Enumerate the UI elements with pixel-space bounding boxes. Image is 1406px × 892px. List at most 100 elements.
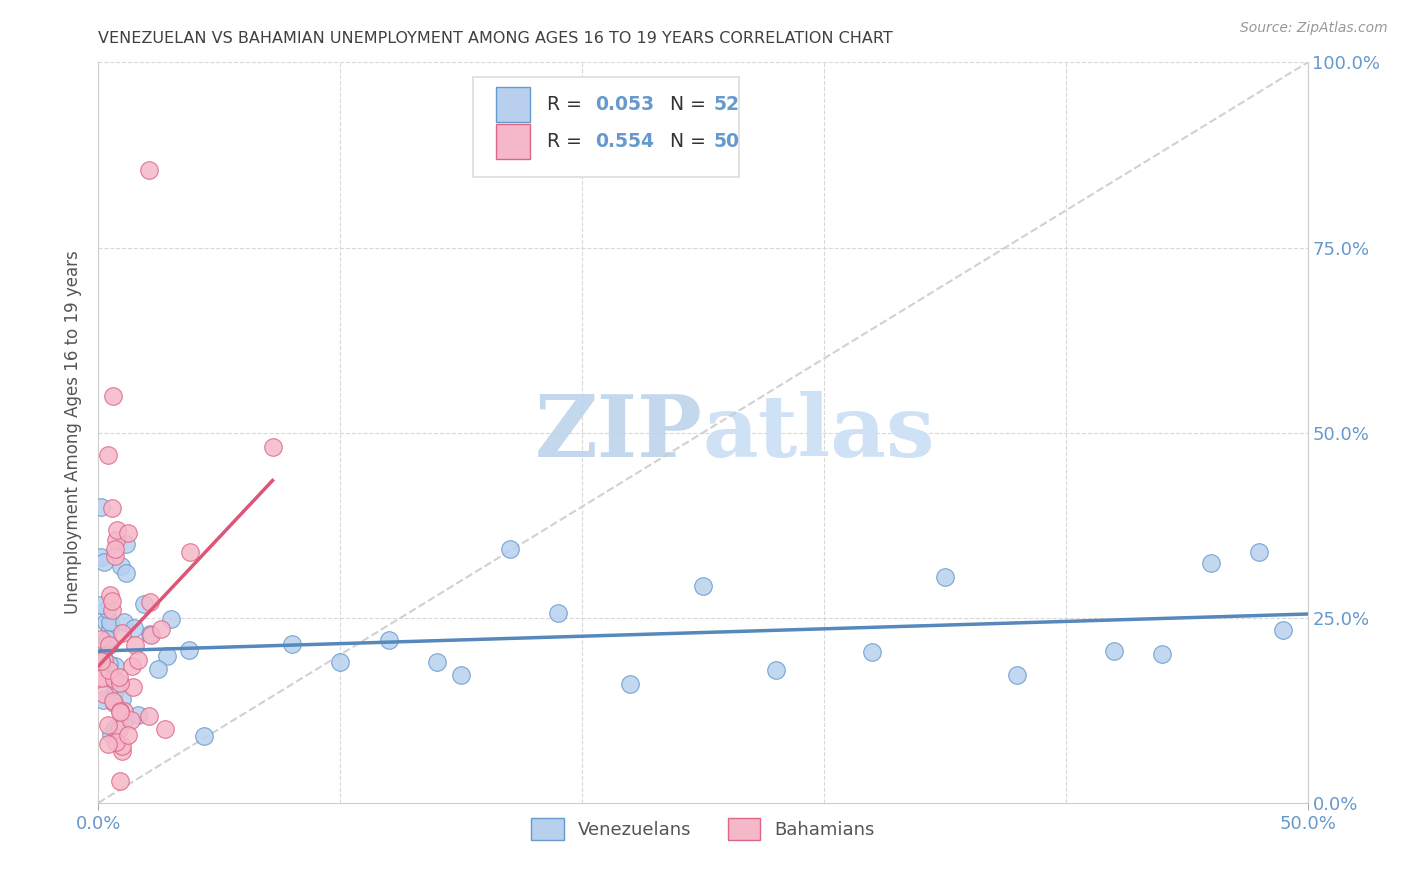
Point xyxy=(155,722,177,736)
Point xyxy=(138,162,160,177)
Point xyxy=(101,501,124,516)
Point xyxy=(426,655,449,669)
Point xyxy=(90,654,112,668)
Point xyxy=(112,615,135,629)
Point xyxy=(121,658,143,673)
Point xyxy=(179,545,201,559)
Point xyxy=(90,632,112,647)
Text: R =: R = xyxy=(547,132,588,151)
FancyBboxPatch shape xyxy=(496,87,530,122)
Point xyxy=(146,662,169,676)
Point xyxy=(103,672,125,686)
Point xyxy=(97,448,120,462)
Point xyxy=(98,621,121,635)
Point xyxy=(127,708,149,723)
Point xyxy=(90,500,112,514)
Point xyxy=(110,559,132,574)
Point xyxy=(111,739,134,754)
Point xyxy=(97,717,120,731)
Point xyxy=(122,621,145,635)
FancyBboxPatch shape xyxy=(474,78,740,178)
Point xyxy=(103,696,125,710)
Text: 52: 52 xyxy=(714,95,740,114)
Point xyxy=(193,729,215,743)
Y-axis label: Unemployment Among Ages 16 to 19 years: Unemployment Among Ages 16 to 19 years xyxy=(65,251,83,615)
Point xyxy=(1102,644,1125,658)
Text: ZIP: ZIP xyxy=(536,391,703,475)
Text: 50: 50 xyxy=(714,132,740,151)
Point xyxy=(90,549,112,564)
Point xyxy=(860,645,883,659)
Point xyxy=(105,735,128,749)
Point xyxy=(91,648,114,663)
Point xyxy=(281,637,304,651)
Point xyxy=(124,638,146,652)
Point xyxy=(1249,545,1271,559)
Point xyxy=(90,654,112,668)
Point xyxy=(262,441,284,455)
Text: VENEZUELAN VS BAHAMIAN UNEMPLOYMENT AMONG AGES 16 TO 19 YEARS CORRELATION CHART: VENEZUELAN VS BAHAMIAN UNEMPLOYMENT AMON… xyxy=(98,31,893,46)
Point xyxy=(97,664,120,678)
Point xyxy=(104,721,127,735)
Point xyxy=(111,744,134,758)
Point xyxy=(103,694,125,708)
Point xyxy=(139,628,162,642)
Text: atlas: atlas xyxy=(703,391,935,475)
Point xyxy=(100,603,122,617)
Point xyxy=(498,541,520,556)
Point xyxy=(93,555,115,569)
Point xyxy=(114,536,136,550)
Point xyxy=(98,615,121,629)
Text: Source: ZipAtlas.com: Source: ZipAtlas.com xyxy=(1240,21,1388,35)
Text: N =: N = xyxy=(658,132,711,151)
Point xyxy=(117,526,139,541)
Point xyxy=(765,663,787,677)
Text: R =: R = xyxy=(547,95,588,114)
Point xyxy=(1007,667,1029,681)
Point xyxy=(101,388,124,402)
Point xyxy=(104,541,127,556)
Point xyxy=(934,570,956,584)
Point xyxy=(111,691,134,706)
Text: N =: N = xyxy=(658,95,711,114)
Point xyxy=(108,705,131,719)
Point xyxy=(160,612,183,626)
Point xyxy=(108,722,131,736)
Legend: Venezuelans, Bahamians: Venezuelans, Bahamians xyxy=(524,811,882,847)
Point xyxy=(329,655,352,669)
Point xyxy=(120,713,142,727)
Point xyxy=(104,659,127,673)
Point xyxy=(177,643,200,657)
Point xyxy=(97,657,120,672)
Point xyxy=(108,676,131,690)
Point xyxy=(138,709,160,723)
Point xyxy=(90,598,112,612)
Text: 0.554: 0.554 xyxy=(595,132,654,151)
Point xyxy=(117,728,139,742)
Point xyxy=(112,704,135,718)
Point xyxy=(692,579,714,593)
Point xyxy=(122,680,145,694)
Point xyxy=(1272,623,1295,637)
Point xyxy=(377,632,399,647)
Point xyxy=(111,625,134,640)
Point xyxy=(91,670,114,684)
Point xyxy=(100,690,122,704)
Point xyxy=(104,533,127,547)
Point xyxy=(547,606,569,620)
Point xyxy=(98,639,121,653)
Point xyxy=(107,523,129,537)
Point xyxy=(93,653,115,667)
Point xyxy=(138,595,160,609)
Point xyxy=(91,693,114,707)
Point xyxy=(115,566,138,580)
Point xyxy=(450,668,472,682)
Point xyxy=(100,690,122,704)
Point xyxy=(139,626,162,640)
Point xyxy=(104,549,127,564)
Point xyxy=(94,641,117,656)
Point xyxy=(96,632,118,647)
Point xyxy=(1199,556,1222,570)
Point xyxy=(96,602,118,616)
Point xyxy=(156,649,179,664)
